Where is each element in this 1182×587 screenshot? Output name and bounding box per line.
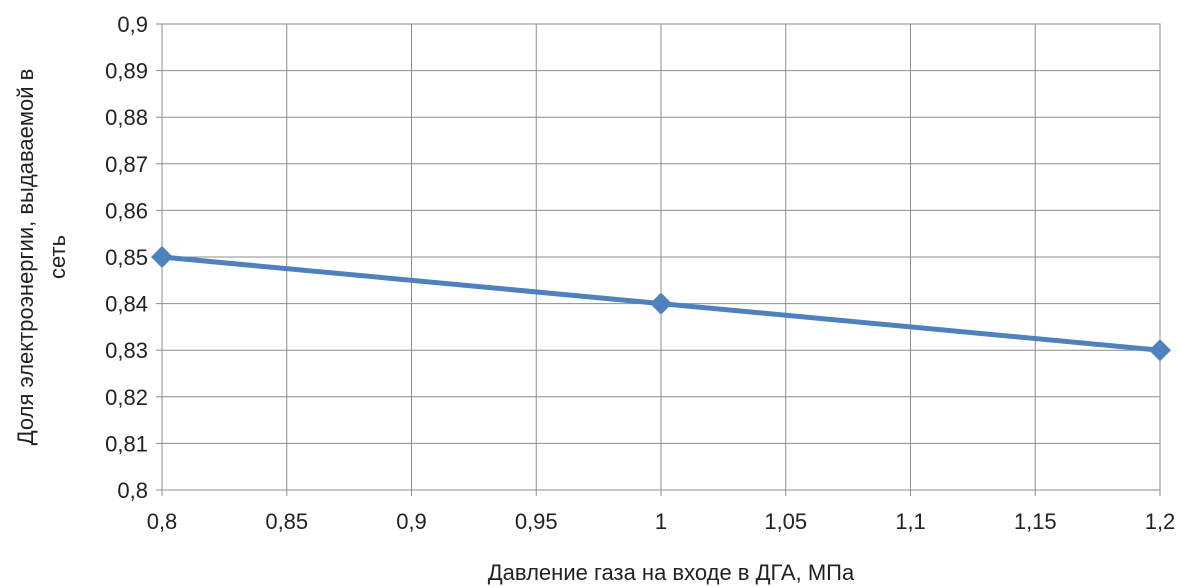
y-tick-label: 0,87 bbox=[105, 152, 148, 177]
data-point-marker bbox=[1149, 339, 1171, 362]
x-tick-label: 1,15 bbox=[1014, 509, 1057, 534]
y-axis-title-line-1: Доля электроэнергии, выдаваемой в bbox=[13, 69, 38, 446]
data-point-marker bbox=[151, 246, 173, 268]
x-tick-label: 0,85 bbox=[265, 509, 308, 534]
x-tick-label: 1,2 bbox=[1145, 509, 1176, 534]
x-tick-label: 0,8 bbox=[147, 509, 178, 534]
y-tick-label: 0,83 bbox=[105, 338, 148, 363]
x-tick-label: 1,05 bbox=[764, 509, 807, 534]
y-tick-label: 0,9 bbox=[117, 12, 148, 37]
x-tick-label: 1,1 bbox=[895, 509, 926, 534]
y-tick-label: 0,88 bbox=[105, 105, 148, 130]
data-point-marker bbox=[650, 292, 672, 315]
y-tick-label: 0,85 bbox=[105, 245, 148, 270]
grid bbox=[156, 23, 1161, 496]
series-group bbox=[151, 246, 1171, 362]
y-tick-label: 0,82 bbox=[105, 385, 148, 410]
x-axis-title: Давление газа на входе в ДГА, МПа bbox=[488, 560, 855, 585]
y-tick-label: 0,81 bbox=[105, 431, 148, 456]
y-tick-label: 0,84 bbox=[105, 292, 148, 317]
y-axis-title-line-2: сеть bbox=[45, 235, 70, 279]
y-tick-label: 0,86 bbox=[105, 198, 148, 223]
y-tick-label: 0,8 bbox=[117, 478, 148, 503]
y-tick-label: 0,89 bbox=[105, 59, 148, 84]
x-axis-ticks: 0,8 0,85 0,9 0,95 1 1,05 1,1 1,15 1,2 bbox=[147, 509, 1176, 534]
x-tick-label: 0,95 bbox=[515, 509, 558, 534]
y-axis-ticks: 0,8 0,81 0,82 0,83 0,84 0,85 0,86 0,87 0,88 0,89 0… bbox=[105, 12, 148, 503]
x-tick-label: 0,9 bbox=[396, 509, 427, 534]
x-tick-label: 1 bbox=[655, 509, 667, 534]
